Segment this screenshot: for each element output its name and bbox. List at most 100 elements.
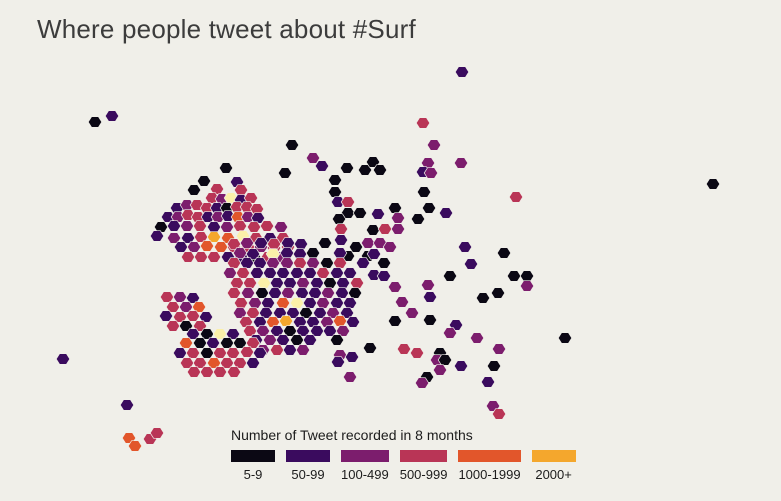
hex-bin — [127, 440, 143, 452]
hex-bin — [55, 353, 71, 365]
hex-bin — [453, 360, 469, 372]
hex-bin — [409, 347, 425, 359]
hex-bin — [292, 257, 308, 269]
hex-bin — [347, 287, 363, 299]
hex-bin — [104, 110, 120, 122]
hex-bin — [329, 267, 345, 279]
hex-bin — [442, 270, 458, 282]
legend-title: Number of Tweet recorded in 8 months — [231, 427, 473, 443]
hex-bin — [305, 257, 321, 269]
hex-bin — [206, 251, 222, 263]
legend-item: 1000-1999 — [458, 450, 521, 482]
hex-bin — [355, 257, 371, 269]
hex-bin — [173, 241, 189, 253]
legend-item: 50-99 — [286, 450, 330, 482]
hex-bin — [305, 247, 321, 259]
hex-bin — [486, 360, 502, 372]
hex-bin — [344, 351, 360, 363]
hex-bin — [309, 277, 325, 289]
legend-label: 1000-1999 — [458, 467, 521, 482]
hex-bin — [519, 280, 535, 292]
hex-bin — [377, 223, 393, 235]
hex-bin — [333, 223, 349, 235]
hex-bin — [232, 247, 248, 259]
hex-bin — [222, 267, 238, 279]
hex-bin — [279, 247, 295, 259]
hex-bin — [233, 297, 249, 309]
hex-bin — [387, 202, 403, 214]
hex-bin — [199, 240, 215, 252]
hex-bin — [219, 337, 235, 349]
hex-bin — [442, 327, 458, 339]
hex-bin — [280, 237, 296, 249]
hex-bin — [390, 223, 406, 235]
hex-bin — [265, 257, 281, 269]
hex-bin — [342, 371, 358, 383]
hex-bin — [232, 220, 248, 232]
hex-bin — [315, 297, 331, 309]
hex-bin — [179, 220, 195, 232]
hex-bin — [185, 310, 201, 322]
hex-bin — [273, 221, 289, 233]
legend-swatch — [458, 450, 521, 462]
hex-bin — [235, 267, 251, 279]
hex-bin — [319, 257, 335, 269]
hex-bin — [178, 337, 194, 349]
hex-bin — [432, 364, 448, 376]
hex-bin — [302, 297, 318, 309]
hex-bin — [294, 287, 310, 299]
hex-bin — [491, 343, 507, 355]
hex-bin — [362, 342, 378, 354]
hex-bin — [421, 202, 437, 214]
hex-bin — [475, 292, 491, 304]
hex-bin — [327, 186, 343, 198]
hex-bin — [266, 238, 282, 250]
hex-bin — [307, 287, 323, 299]
hex-bin — [289, 297, 305, 309]
hex-bin — [463, 258, 479, 270]
hex-bin — [205, 337, 221, 349]
hex-bin — [196, 175, 212, 187]
hex-bin — [496, 247, 512, 259]
hex-bin — [387, 281, 403, 293]
hex-bin — [332, 315, 348, 327]
hex-bin — [334, 287, 350, 299]
hex-bin — [329, 297, 345, 309]
hex-bin — [218, 162, 234, 174]
hex-bin — [376, 270, 392, 282]
hex-bin — [376, 257, 392, 269]
legend-label: 5-9 — [243, 467, 263, 482]
hex-bin — [490, 287, 506, 299]
hex-bin — [519, 270, 535, 282]
hex-bin — [293, 238, 309, 250]
hex-bin — [262, 334, 278, 346]
hex-bin — [365, 224, 381, 236]
hex-bin — [206, 221, 222, 233]
hex-bin — [387, 315, 403, 327]
legend: Number of Tweet recorded in 8 months 5-9… — [231, 427, 576, 482]
hex-bin — [240, 287, 256, 299]
legend-item: 2000+ — [531, 450, 576, 482]
hex-bin — [357, 164, 373, 176]
hex-bin — [329, 334, 345, 346]
hex-bin — [119, 399, 135, 411]
legend-item: 500-999 — [399, 450, 448, 482]
hex-bin — [349, 277, 365, 289]
hex-bin — [302, 334, 318, 346]
hex-bin — [382, 241, 398, 253]
hex-bin — [390, 212, 406, 224]
hex-bin — [366, 248, 382, 260]
hex-bin — [186, 241, 202, 253]
hex-bin — [322, 277, 338, 289]
hex-bin — [295, 344, 311, 356]
hex-bin — [305, 152, 321, 164]
hex-bin — [275, 334, 291, 346]
hex-bin — [414, 377, 430, 389]
hex-bin — [426, 139, 442, 151]
hexbin-layer — [55, 66, 721, 452]
hex-bin — [245, 357, 261, 369]
hex-bin — [254, 287, 270, 299]
hex-bin — [252, 347, 268, 359]
hex-bin — [345, 316, 361, 328]
